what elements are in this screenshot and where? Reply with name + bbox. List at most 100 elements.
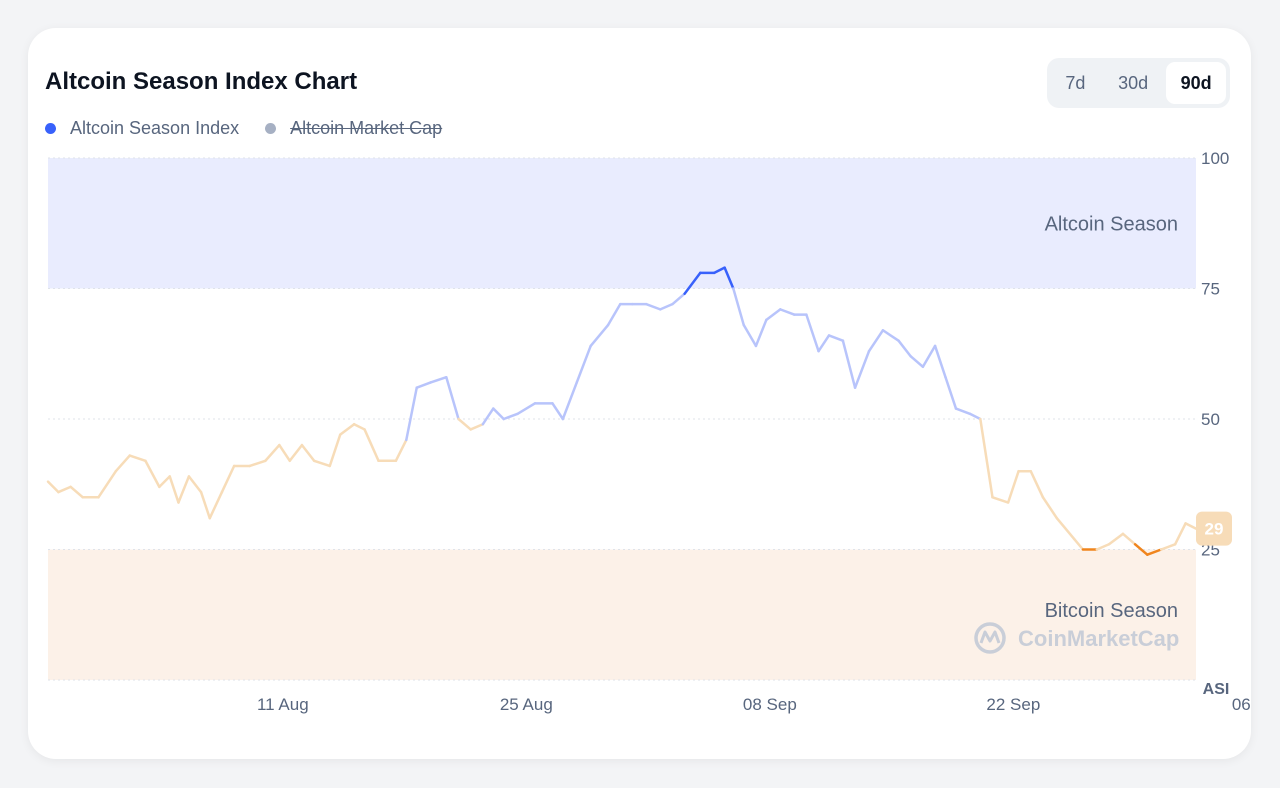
index-line-segment xyxy=(481,407,495,426)
range-selector: 7d 30d 90d xyxy=(1047,58,1230,108)
index-line-segment xyxy=(516,402,537,416)
index-line-segment xyxy=(445,375,460,421)
index-line-segment xyxy=(338,422,356,436)
legend-label-index: Altcoin Season Index xyxy=(70,118,240,138)
altcoin-season-label: Altcoin Season xyxy=(1045,213,1178,235)
index-line-segment xyxy=(1184,522,1198,530)
current-value-text: 29 xyxy=(1205,520,1224,539)
index-line-segment xyxy=(897,339,912,358)
index-line-segment xyxy=(805,313,820,353)
legend-item-market-cap[interactable]: Altcoin Market Cap xyxy=(265,118,442,139)
index-line xyxy=(46,266,1198,556)
index-line-segment xyxy=(97,469,118,499)
index-line-segment xyxy=(765,308,782,322)
index-line-segment xyxy=(1029,469,1045,499)
altcoin-season-zone xyxy=(48,158,1196,289)
index-line-segment xyxy=(1107,532,1125,546)
index-line-segment xyxy=(827,334,845,342)
index-line-segment xyxy=(671,292,686,306)
index-line-segment xyxy=(248,459,267,468)
index-line-segment xyxy=(57,485,72,494)
chart-title: Altcoin Season Index Chart xyxy=(45,68,358,95)
chart-legend: Altcoin Season Index Altcoin Market Cap xyxy=(45,118,468,139)
index-line-segment xyxy=(405,386,419,442)
index-line-segment xyxy=(1159,543,1177,551)
index-line-segment xyxy=(288,443,304,463)
index-line-segment xyxy=(312,459,332,468)
index-line-segment xyxy=(46,480,60,494)
index-line-segment xyxy=(645,302,662,311)
index-line-segment xyxy=(469,422,485,431)
index-line-segment xyxy=(114,454,132,473)
legend-label-market-cap: Altcoin Market Cap xyxy=(290,118,443,138)
index-line-segment xyxy=(944,375,958,410)
current-value-badge: 29 xyxy=(1196,511,1232,546)
index-line-segment xyxy=(732,287,746,327)
index-line-segment xyxy=(1006,469,1020,504)
x-tick-label: 08 Sep xyxy=(743,695,797,714)
index-line-segment xyxy=(606,302,622,327)
index-line-segment xyxy=(991,496,1010,504)
index-line-segment xyxy=(1146,548,1163,556)
x-tick-label: 06 Oct xyxy=(1232,695,1251,714)
index-line-segment xyxy=(278,443,292,463)
index-line-segment xyxy=(394,438,408,463)
index-line-segment xyxy=(881,329,900,342)
index-line-segment xyxy=(1055,516,1076,541)
index-line-segment xyxy=(968,412,982,421)
chart-card: Altcoin Season Index Chart 7d 30d 90d Al… xyxy=(28,28,1251,759)
index-line-segment xyxy=(429,375,448,384)
index-line-segment xyxy=(128,454,147,463)
index-line-segment xyxy=(754,318,768,348)
index-line-segment xyxy=(867,329,885,353)
legend-dot-index-icon xyxy=(45,123,56,134)
index-line-segment xyxy=(264,443,281,463)
index-line-segment xyxy=(551,402,565,421)
index-line-segment xyxy=(841,339,857,389)
index-line-segment xyxy=(742,323,758,348)
index-line-segment xyxy=(589,323,610,348)
index-line-segment xyxy=(187,475,203,494)
index-line-segment xyxy=(1072,537,1085,551)
x-axis: 11 Aug 25 Aug 08 Sep 22 Sep 06 Oct xyxy=(257,695,1251,714)
index-line-segment xyxy=(328,433,342,468)
x-tick-label: 22 Sep xyxy=(986,695,1040,714)
x-tick-label: 25 Aug xyxy=(500,695,553,714)
index-line-segment xyxy=(575,344,592,384)
index-line-segment xyxy=(659,302,674,311)
coinmarketcap-logo-icon xyxy=(974,622,1006,654)
index-line-segment xyxy=(300,443,316,463)
index-line-segment xyxy=(1133,543,1149,556)
index-line-segment xyxy=(561,381,579,421)
legend-dot-market-cap-icon xyxy=(265,123,277,134)
index-line-segment xyxy=(909,355,925,369)
index-line-segment xyxy=(712,266,726,275)
y-tick-label: 75 xyxy=(1201,280,1220,299)
index-line-segment xyxy=(1041,496,1059,520)
index-line-segment xyxy=(208,490,224,520)
index-line-segment xyxy=(933,344,947,379)
index-line-segment xyxy=(144,459,161,489)
index-line-segment xyxy=(723,266,735,290)
index-line-segment xyxy=(817,334,831,353)
index-line-segment xyxy=(220,464,236,494)
y-axis-label: ASI xyxy=(1203,681,1230,698)
index-line-segment xyxy=(502,412,519,421)
chart-plot: Altcoin Season Bitcoin Season CoinMarket… xyxy=(46,149,1251,714)
index-line-segment xyxy=(1121,532,1137,546)
range-7d-button[interactable]: 7d xyxy=(1065,72,1086,93)
legend-item-index[interactable]: Altcoin Season Index xyxy=(45,118,239,139)
y-tick-label: 100 xyxy=(1201,149,1229,168)
index-line-segment xyxy=(853,349,871,389)
brand-watermark: CoinMarketCap xyxy=(1018,626,1179,651)
index-line-segment xyxy=(69,485,85,499)
range-30d-button[interactable]: 30d xyxy=(1118,72,1149,93)
index-line-segment xyxy=(1173,522,1187,546)
range-90d-button[interactable]: 90d xyxy=(1166,62,1226,104)
bitcoin-season-label: Bitcoin Season xyxy=(1045,600,1178,622)
index-line-segment xyxy=(363,428,380,463)
index-line-segment xyxy=(457,417,472,431)
index-line-segment xyxy=(177,475,191,504)
index-line-segment xyxy=(168,475,180,504)
